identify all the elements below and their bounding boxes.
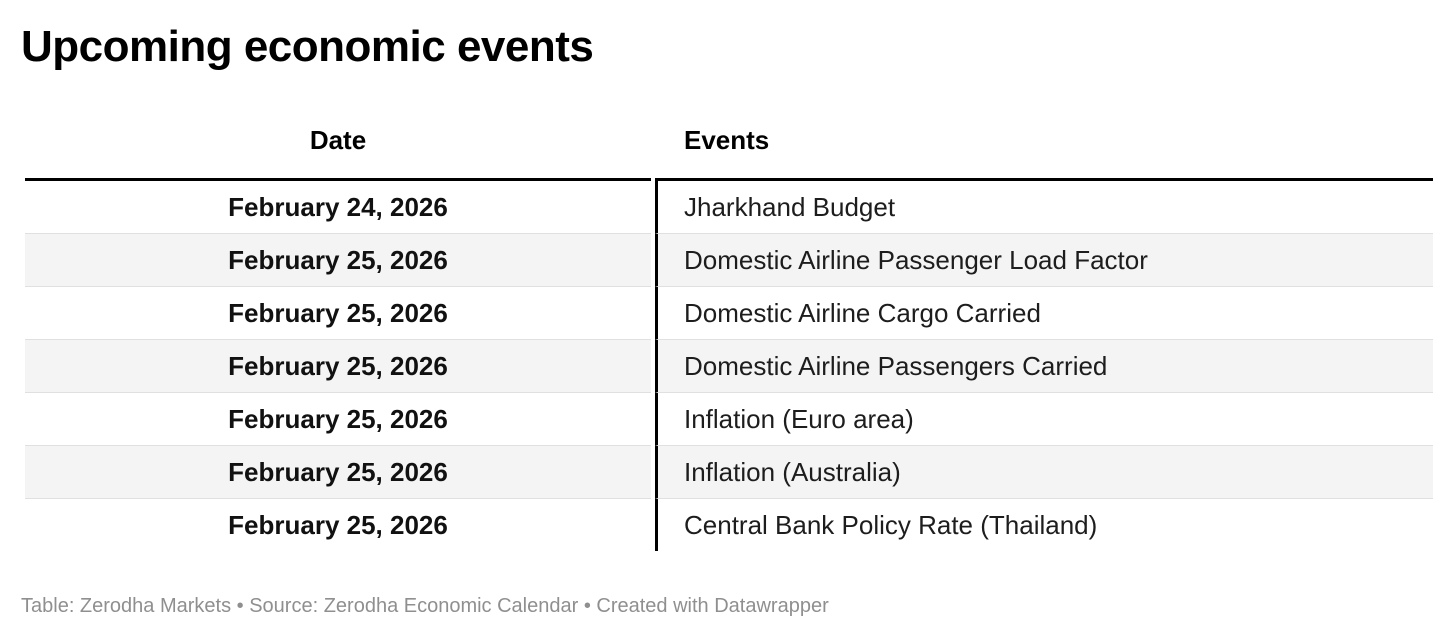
event-cell: Jharkhand Budget	[655, 181, 1433, 234]
table-row: February 25, 2026 Inflation (Euro area)	[25, 393, 1433, 446]
date-cell: February 25, 2026	[25, 393, 651, 446]
table-row: February 24, 2026 Jharkhand Budget	[25, 181, 1433, 234]
attribution-footer: Table: Zerodha Markets • Source: Zerodha…	[21, 595, 829, 617]
table-row: February 25, 2026 Domestic Airline Passe…	[25, 340, 1433, 393]
column-header-date: Date	[25, 92, 651, 181]
event-cell: Central Bank Policy Rate (Thailand)	[655, 499, 1433, 551]
page-title: Upcoming economic events	[21, 22, 594, 71]
table-row: February 25, 2026 Central Bank Policy Ra…	[25, 499, 1433, 551]
event-cell: Domestic Airline Passenger Load Factor	[655, 234, 1433, 287]
economic-events-table: Date Events February 24, 2026 Jharkhand …	[21, 92, 1437, 551]
date-cell: February 25, 2026	[25, 446, 651, 499]
date-cell: February 25, 2026	[25, 340, 651, 393]
date-cell: February 25, 2026	[25, 287, 651, 340]
date-cell: February 25, 2026	[25, 499, 651, 551]
table-row: February 25, 2026 Domestic Airline Cargo…	[25, 287, 1433, 340]
table-row: February 25, 2026 Domestic Airline Passe…	[25, 234, 1433, 287]
date-cell: February 25, 2026	[25, 234, 651, 287]
date-cell: February 24, 2026	[25, 181, 651, 234]
column-header-events: Events	[655, 92, 1433, 181]
header-row: Date Events	[25, 92, 1433, 181]
table-row: February 25, 2026 Inflation (Australia)	[25, 446, 1433, 499]
event-cell: Domestic Airline Cargo Carried	[655, 287, 1433, 340]
event-cell: Inflation (Australia)	[655, 446, 1433, 499]
table-body: February 24, 2026 Jharkhand Budget Febru…	[25, 181, 1433, 551]
event-cell: Inflation (Euro area)	[655, 393, 1433, 446]
event-cell: Domestic Airline Passengers Carried	[655, 340, 1433, 393]
